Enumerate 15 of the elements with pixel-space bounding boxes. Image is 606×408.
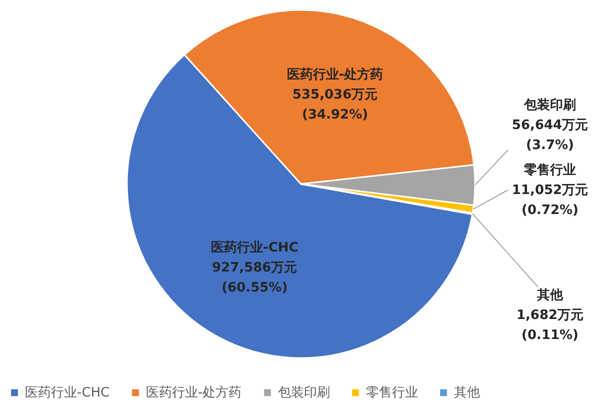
slice-label: 医药行业-处方药 [286, 66, 384, 83]
legend-label: 零售行业 [366, 386, 418, 401]
slice-label: 医药行业-CHC [210, 240, 298, 256]
data-label: 535,036万元 (34.92%) [292, 88, 378, 123]
data-label: 1,682万元 (0.11%) [516, 308, 584, 343]
legend-label: 其他 [454, 386, 480, 401]
slice-label: 包装印刷 [523, 97, 576, 113]
legend-label: 医药行业-处方药 [146, 384, 242, 401]
data-label: 11,052万元 (0.72%) [512, 183, 588, 218]
slice-label: 零售行业 [523, 163, 576, 178]
legend-label: 医药行业-CHC [25, 386, 110, 401]
slice-label: 其他 [536, 288, 564, 303]
data-label: 56,644万元 (3.7%) [512, 118, 588, 153]
data-label: 927,586万元 (60.55%) [212, 260, 298, 296]
legend-label: 包装印刷 [278, 386, 330, 401]
